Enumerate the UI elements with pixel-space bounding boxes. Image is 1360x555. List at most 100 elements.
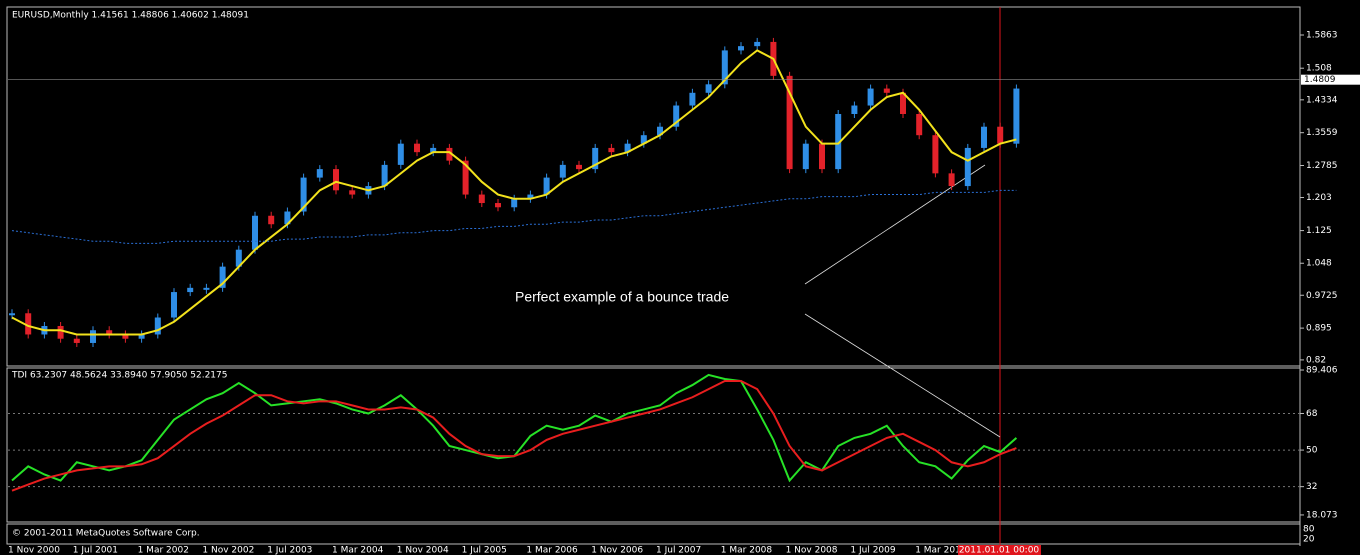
candle-body [203,287,210,290]
candle-body [252,215,258,250]
candle-body [478,194,485,204]
y-tick-label: 18.073 [1306,510,1338,520]
rsi-tick: 80 [1303,525,1315,535]
y-tick-label: 0.82 [1306,355,1326,365]
candle-body [964,147,971,187]
tdi-title: TDI 63.2307 48.5624 33.8940 57.9050 52.2… [11,371,227,381]
candle-body [867,88,874,106]
last-price-label: 1.4809 [1304,75,1336,85]
candle-body [511,198,518,208]
candle-body [883,88,890,93]
annotation-arrow [804,164,986,285]
line-series [11,373,1018,483]
x-tick-label: 1 Mar 2010 [915,546,967,555]
y-tick-label: 68 [1306,409,1318,419]
x-tick-label: 1 Nov 2006 [591,546,643,555]
candle-body [802,143,809,170]
candle-body [997,126,1004,144]
x-tick-label: 1 Nov 2004 [397,546,449,555]
candle-body [316,169,323,178]
cursor-label-box [958,545,1041,555]
line-series [11,49,1017,336]
x-tick-label: 1 Jul 2001 [73,546,118,555]
candle-body [624,143,631,153]
candle-body [138,334,145,339]
candle-body [981,126,987,148]
candle-body [381,164,388,187]
candle-body [57,325,64,339]
copyright: © 2001-2011 MetaQuotes Software Corp. [12,529,200,539]
candle-body [543,177,550,195]
candle-body [1013,88,1020,144]
x-tick-label: 1 Jul 2005 [462,546,507,555]
y-tick-label: 1.5863 [1306,31,1338,41]
annotation-arrow [804,313,1001,438]
candle-body [527,194,534,199]
candle-body [689,92,696,106]
candle-body [673,105,680,127]
price-panel [6,6,1301,367]
candle-body [397,143,404,165]
candle-body [705,84,712,93]
y-tick-label: 0.9725 [1306,291,1338,301]
candle-body [171,292,177,318]
candle-body [414,143,420,153]
candle-body [9,313,15,316]
candle-body [284,211,291,225]
x-tick-label: 1 Nov 2008 [786,546,838,555]
candle-body [495,203,501,208]
candle-body [754,41,761,47]
y-tick-label: 1.2785 [1306,161,1338,171]
x-tick-label: 1 Mar 2008 [721,546,773,555]
candle-body [25,313,32,335]
x-tick-label: 1 Mar 2004 [332,546,384,555]
y-tick-label: 1.048 [1306,259,1332,269]
candle-body [90,330,96,343]
candle-body [106,330,113,335]
candle-body [235,249,242,267]
candle-body [932,135,939,174]
rsi-tick: 20 [1303,535,1315,545]
tdi-panel [6,367,1301,523]
x-tick-label: 1 Jul 2009 [850,546,895,555]
x-tick-label: 1 Mar 2006 [526,546,578,555]
annotation: Perfect example of a bounce trade [515,289,729,305]
x-tick-label: 1 Nov 2000 [8,546,60,555]
candle-body [592,147,599,170]
candle-body [916,113,923,136]
x-tick-label: 1 Jul 2007 [656,546,701,555]
candle-body [333,169,339,191]
candle-body [446,147,453,161]
x-tick-label: 1 Nov 2002 [202,546,254,555]
candle-body [219,266,226,288]
y-tick-label: 89.406 [1306,366,1338,376]
price-title: EURUSD,Monthly 1.41561 1.48806 1.40602 1… [12,11,249,21]
x-tick-label: 1 Mar 2002 [138,546,189,555]
candle-body [948,173,955,187]
y-tick-label: 1.4334 [1306,95,1338,105]
rsi-panel [6,523,1301,545]
x-tick-label: 1 Jul 2003 [267,546,312,555]
plot: 1.5863 1.508 1.4334 1.3559 1.2785 1.203 1.125 1… [8,31,1360,555]
candle-body [835,113,842,170]
candle-body [819,143,825,170]
candle-body [900,92,906,114]
candle-body [640,135,647,144]
y-tick-label: 32 [1306,482,1317,492]
candle-body [430,147,437,153]
candle-body [559,164,566,178]
candle-body [738,46,744,51]
y-tick-label: 1.125 [1306,226,1332,236]
candle-body [851,105,858,114]
candle-body [154,317,161,335]
y-tick-label: 1.3559 [1306,128,1338,138]
line-series [11,380,1017,492]
y-tick-label: 1.203 [1306,193,1332,203]
candle-body [122,334,129,339]
y-tick-label: 1.508 [1306,64,1332,74]
candle-body [786,75,793,170]
candle-body [657,126,663,136]
candle-body [721,50,728,85]
